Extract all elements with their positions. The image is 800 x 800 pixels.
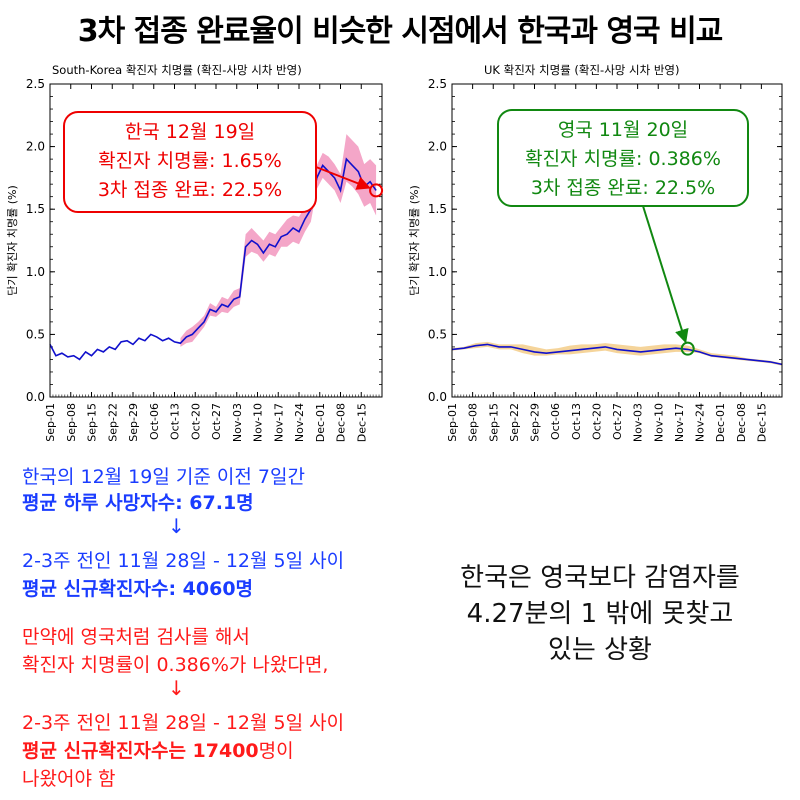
annotation-box bbox=[497, 109, 749, 207]
y-axis-label: 단기 확진자 치명률 (%) bbox=[6, 185, 19, 295]
y-tick-label: 0.0 bbox=[26, 390, 45, 404]
y-tick-label: 2.5 bbox=[428, 77, 447, 91]
x-tick-label: Sep-29 bbox=[529, 403, 542, 442]
x-tick-label: Sep-22 bbox=[508, 403, 521, 442]
x-tick-label: Nov-17 bbox=[673, 403, 686, 442]
hypothesis-period: 2-3주 전인 11월 28일 - 12월 5일 사이 bbox=[22, 712, 345, 734]
annotation-marker bbox=[369, 183, 384, 198]
hypothesis-result-tail: 명이 bbox=[258, 740, 294, 762]
y-tick-label: 2.5 bbox=[26, 77, 45, 91]
x-tick-label: Oct-06 bbox=[148, 403, 161, 440]
x-tick-label: Sep-08 bbox=[65, 403, 78, 442]
kr-new-cases-value: 평균 신규확진자수: 4060명 bbox=[22, 578, 254, 600]
chart-title: South-Korea 확진자 치명률 (확진-사망 시차 반영) bbox=[52, 63, 302, 77]
series-line bbox=[49, 157, 377, 361]
hypothesis-condition: 확진자 치명률이 0.386%가 나왔다면, bbox=[22, 654, 329, 676]
plot-frame bbox=[451, 83, 783, 398]
summary-line-1: 한국은 영국보다 감염자를 bbox=[460, 563, 740, 593]
y-tick-label: 1.5 bbox=[428, 202, 447, 216]
x-tick-label: Nov-10 bbox=[652, 403, 665, 442]
hypothesis-caption: 만약에 영국처럼 검사를 해서 bbox=[22, 626, 250, 648]
x-tick-label: Nov-03 bbox=[231, 403, 244, 442]
y-tick-label: 2.0 bbox=[26, 140, 45, 154]
x-tick-label: Nov-24 bbox=[694, 403, 707, 442]
x-tick-label: Nov-17 bbox=[272, 403, 285, 442]
x-tick-label: Sep-01 bbox=[44, 403, 57, 442]
x-tick-label: Nov-24 bbox=[293, 403, 306, 442]
x-tick-label: Oct-20 bbox=[189, 403, 202, 440]
kr-daily-death-caption: 한국의 12월 19일 기준 이전 7일간 bbox=[22, 466, 305, 488]
x-tick-label: Dec-08 bbox=[335, 403, 348, 442]
hypothesis-conclusion: 나왔어야 함 bbox=[22, 768, 116, 790]
annotation-line: 한국 12월 19일 bbox=[125, 121, 255, 143]
summary-line-2: 4.27분의 1 밖에 못찾고 bbox=[466, 599, 734, 629]
y-axis-label: 단기 확진자 치명률 (%) bbox=[408, 185, 421, 295]
confidence-band bbox=[452, 341, 782, 366]
x-tick-label: Dec-15 bbox=[755, 403, 768, 442]
kr-period-caption: 2-3주 전인 11월 28일 - 12월 5일 사이 bbox=[22, 550, 345, 572]
x-tick-label: Dec-15 bbox=[355, 403, 368, 442]
y-tick-label: 0.5 bbox=[26, 327, 45, 341]
x-tick-label: Oct-27 bbox=[611, 403, 624, 440]
hypothesis-result-bold: 평균 신규확진자수는 17400 bbox=[22, 740, 259, 762]
y-tick-label: 0.0 bbox=[428, 390, 447, 404]
hypothesis-result: 평균 신규확진자수는 17400명이 bbox=[22, 736, 294, 763]
x-tick-label: Dec-01 bbox=[314, 403, 327, 442]
uk-chart: UK 확진자 치명률 (확진-사망 시차 반영) 단기 확진자 치명률 (%) 0.… bbox=[408, 63, 783, 442]
y-tick-label: 2.0 bbox=[428, 140, 447, 154]
x-tick-label: Dec-08 bbox=[735, 403, 748, 442]
x-tick-label: Nov-03 bbox=[632, 403, 645, 442]
x-tick-label: Oct-20 bbox=[590, 403, 603, 440]
x-tick-label: Nov-10 bbox=[252, 403, 265, 442]
x-tick-label: Sep-01 bbox=[446, 403, 459, 442]
korea-chart: South-Korea 확진자 치명률 (확진-사망 시차 반영) 단기 확진자 … bbox=[6, 63, 384, 442]
y-tick-label: 1.0 bbox=[428, 265, 447, 279]
summary-line-3: 있는 상황 bbox=[548, 635, 652, 665]
y-tick-label: 1.0 bbox=[26, 265, 45, 279]
annotation-arrow bbox=[642, 205, 689, 344]
x-tick-label: Sep-22 bbox=[106, 403, 119, 442]
arrow-down-icon: ↓ bbox=[168, 514, 185, 538]
page-title: 3차 접종 완료율이 비슷한 시점에서 한국과 영국 비교 bbox=[77, 14, 724, 49]
x-tick-label: Sep-29 bbox=[127, 403, 140, 442]
summary-note: 한국은 영국보다 감염자를 4.27분의 1 밖에 못찾고 있는 상황 bbox=[420, 560, 780, 668]
annotation-line: 영국 11월 20일 bbox=[558, 119, 688, 141]
y-tick-label: 1.5 bbox=[26, 202, 45, 216]
annotation-box bbox=[63, 111, 317, 213]
x-tick-label: Sep-08 bbox=[467, 403, 480, 442]
annotation-line: 3차 접종 완료: 22.5% bbox=[98, 179, 282, 201]
x-tick-label: Sep-15 bbox=[86, 403, 99, 442]
x-tick-label: Dec-01 bbox=[714, 403, 727, 442]
annotation-marker bbox=[680, 341, 695, 356]
chart-title: UK 확진자 치명률 (확진-사망 시차 반영) bbox=[484, 63, 679, 77]
annotation-line: 3차 접종 완료: 22.5% bbox=[531, 177, 715, 199]
x-tick-label: Oct-06 bbox=[549, 403, 562, 440]
x-tick-label: Sep-15 bbox=[487, 403, 500, 442]
x-tick-label: Oct-27 bbox=[210, 403, 223, 440]
kr-daily-death-value: 평균 하루 사망자수: 67.1명 bbox=[22, 492, 254, 514]
y-tick-label: 0.5 bbox=[428, 327, 447, 341]
series-line bbox=[451, 343, 783, 366]
plot-frame bbox=[49, 83, 383, 398]
x-tick-label: Oct-13 bbox=[169, 403, 182, 440]
annotation-line: 확진자 치명률: 0.386% bbox=[525, 148, 721, 170]
x-tick-label: Oct-13 bbox=[570, 403, 583, 440]
annotation-arrow bbox=[315, 166, 371, 190]
annotation-line: 확진자 치명률: 1.65% bbox=[98, 150, 282, 172]
arrow-down-icon-red: ↓ bbox=[168, 676, 185, 700]
